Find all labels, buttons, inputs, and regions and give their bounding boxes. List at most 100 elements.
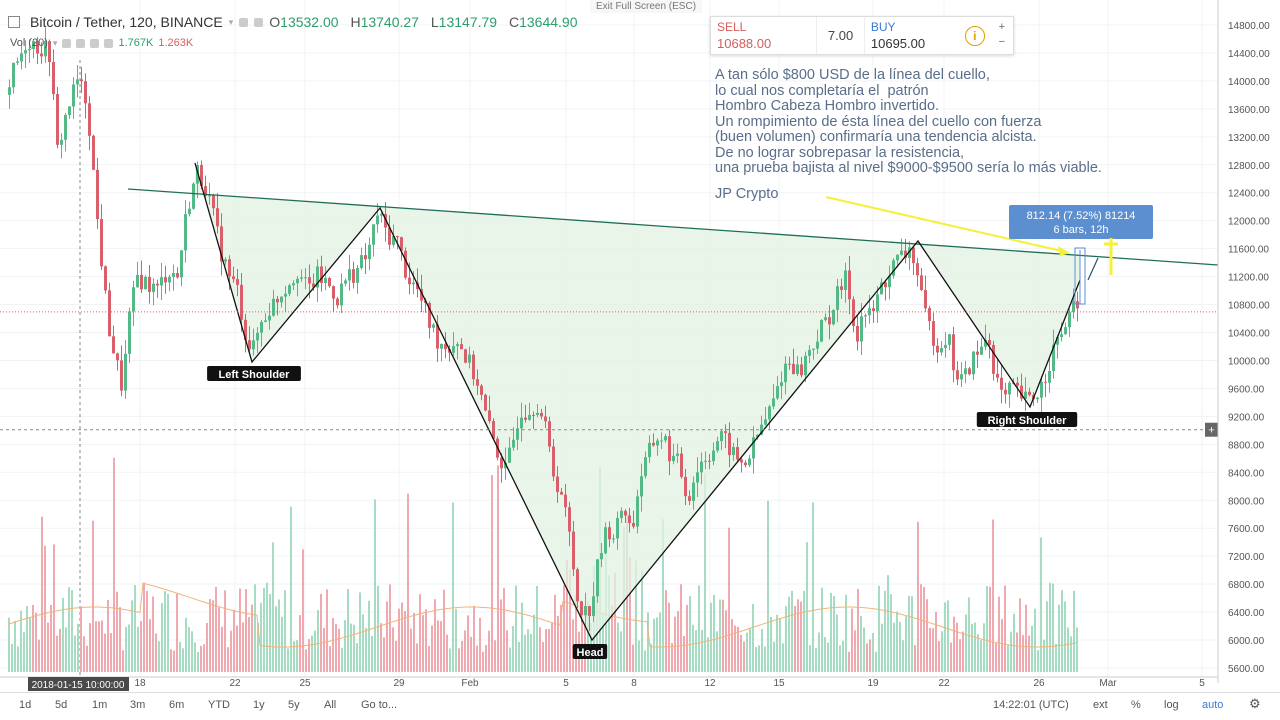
candle-body bbox=[152, 283, 155, 292]
log-toggle[interactable]: log bbox=[1164, 699, 1179, 711]
candle-body bbox=[292, 283, 295, 286]
gear-icon[interactable]: ⚙ bbox=[1249, 696, 1261, 711]
yellow-arrow[interactable] bbox=[825, 196, 1067, 253]
volume-ma-value: 1.263K bbox=[158, 37, 194, 49]
candle-body bbox=[264, 320, 267, 323]
candle-body bbox=[432, 324, 435, 328]
pattern-label[interactable]: Right Shoulder bbox=[988, 415, 1068, 427]
percent-toggle[interactable]: % bbox=[1131, 699, 1141, 711]
volume-bar bbox=[1037, 650, 1039, 672]
eye-icon[interactable] bbox=[254, 17, 264, 27]
candle-body bbox=[1052, 344, 1055, 371]
candle-body bbox=[92, 135, 95, 170]
volume-bar bbox=[794, 605, 796, 672]
symbol-title[interactable]: Bitcoin / Tether, 120, BINANCE bbox=[30, 14, 223, 30]
time-axis[interactable] bbox=[0, 683, 1280, 692]
volume-bar bbox=[812, 502, 814, 672]
candle-body bbox=[176, 273, 179, 278]
chart-annotation-text[interactable]: A tan sólo $800 USD de la línea del cuel… bbox=[715, 67, 1102, 176]
timeframe-1m[interactable]: 1m bbox=[92, 699, 108, 711]
plus-button[interactable]: + bbox=[998, 21, 1006, 33]
timeframe-5d[interactable]: 5d bbox=[55, 699, 68, 711]
candle-body bbox=[796, 364, 799, 375]
volume-bar bbox=[734, 625, 736, 672]
volume-bar bbox=[542, 641, 544, 672]
volume-bar bbox=[656, 617, 658, 672]
pattern-label[interactable]: Left Shoulder bbox=[219, 369, 291, 381]
timeframe-ytd[interactable]: YTD bbox=[208, 699, 230, 711]
settings-icon[interactable] bbox=[76, 38, 86, 48]
timeframe-6m[interactable]: 6m bbox=[169, 699, 185, 711]
price-axis[interactable] bbox=[1218, 0, 1280, 692]
candle-body bbox=[952, 334, 955, 371]
volume-bar bbox=[803, 590, 805, 672]
candle-body bbox=[688, 496, 691, 502]
goto-button[interactable]: Go to... bbox=[361, 699, 398, 711]
timeframe-3m[interactable]: 3m bbox=[130, 699, 146, 711]
volume-bar bbox=[644, 650, 646, 672]
volume-bar bbox=[659, 612, 661, 672]
eye-icon[interactable] bbox=[62, 38, 72, 48]
chevron-down-icon[interactable]: ▾ bbox=[52, 37, 58, 48]
more-icon[interactable] bbox=[104, 38, 114, 48]
volume-bar bbox=[779, 618, 781, 672]
x-tick-label: 12 bbox=[704, 678, 716, 689]
timeframe-1y[interactable]: 1y bbox=[253, 699, 265, 711]
candle-body bbox=[236, 279, 239, 285]
volume-bar bbox=[800, 601, 802, 672]
ext-toggle[interactable]: ext bbox=[1093, 699, 1108, 711]
volume-bar bbox=[65, 627, 67, 672]
candle-body bbox=[132, 287, 135, 312]
candle-body bbox=[936, 345, 939, 353]
pattern-outline[interactable] bbox=[194, 162, 1081, 642]
candle-body bbox=[1072, 301, 1075, 313]
volume-bar bbox=[821, 587, 823, 672]
volume-bar bbox=[701, 629, 703, 672]
collapse-icon[interactable] bbox=[8, 16, 20, 28]
timeframe-all[interactable]: All bbox=[324, 699, 337, 711]
close-icon[interactable] bbox=[90, 38, 100, 48]
add-alert-button[interactable] bbox=[1205, 422, 1218, 437]
buy-button[interactable]: BUY 10695.00 bbox=[865, 17, 959, 54]
x-tick-label: 19 bbox=[867, 678, 879, 689]
y-tick-label: 11200.00 bbox=[1228, 273, 1269, 284]
candle-body bbox=[900, 250, 903, 255]
volume-bar bbox=[173, 650, 175, 672]
timeframe-5y[interactable]: 5y bbox=[288, 699, 300, 711]
settings-icon[interactable] bbox=[239, 17, 249, 27]
volume-bar bbox=[893, 622, 895, 672]
neckline[interactable] bbox=[127, 188, 1219, 266]
volume-bar bbox=[743, 641, 745, 672]
clock[interactable]: 14:22:01 (UTC) bbox=[993, 699, 1069, 711]
exit-fullscreen-hint[interactable]: Exit Full Screen (ESC) bbox=[590, 0, 703, 13]
candle-body bbox=[280, 296, 283, 303]
volume-bar bbox=[755, 647, 757, 672]
volume-bar bbox=[176, 593, 178, 672]
chevron-down-icon[interactable]: ▾ bbox=[228, 16, 234, 27]
pattern-label[interactable]: Head bbox=[577, 647, 604, 659]
sell-button[interactable]: SELL 10688.00 bbox=[711, 17, 818, 54]
volume-bar bbox=[740, 635, 742, 672]
candle-body bbox=[976, 351, 979, 355]
info-button[interactable]: i bbox=[959, 17, 991, 54]
volume-bar bbox=[218, 607, 220, 672]
annotation-author[interactable]: JP Crypto bbox=[715, 186, 779, 202]
buy-price: 10695.00 bbox=[870, 36, 926, 51]
timeframe-1d[interactable]: 1d bbox=[19, 699, 32, 711]
auto-toggle[interactable]: auto bbox=[1202, 699, 1224, 711]
candle-body bbox=[180, 250, 183, 278]
volume-bar bbox=[461, 641, 463, 672]
minus-button[interactable]: − bbox=[998, 36, 1006, 48]
candle-body bbox=[56, 94, 59, 145]
candle-body bbox=[896, 254, 899, 261]
price-chart[interactable]: 812.14 (7.52%) 81214 6 bars, 12h Left Shou… bbox=[0, 0, 1280, 692]
volume-bar bbox=[119, 607, 121, 672]
candle-body bbox=[488, 410, 491, 422]
volume-bar bbox=[1061, 590, 1063, 672]
candle-body bbox=[96, 169, 99, 220]
candle-body bbox=[644, 457, 647, 477]
volume-bar bbox=[1025, 604, 1027, 672]
volume-bar bbox=[401, 602, 403, 672]
candle-body bbox=[472, 354, 475, 380]
volume-label[interactable]: Vol (20) bbox=[10, 37, 48, 49]
